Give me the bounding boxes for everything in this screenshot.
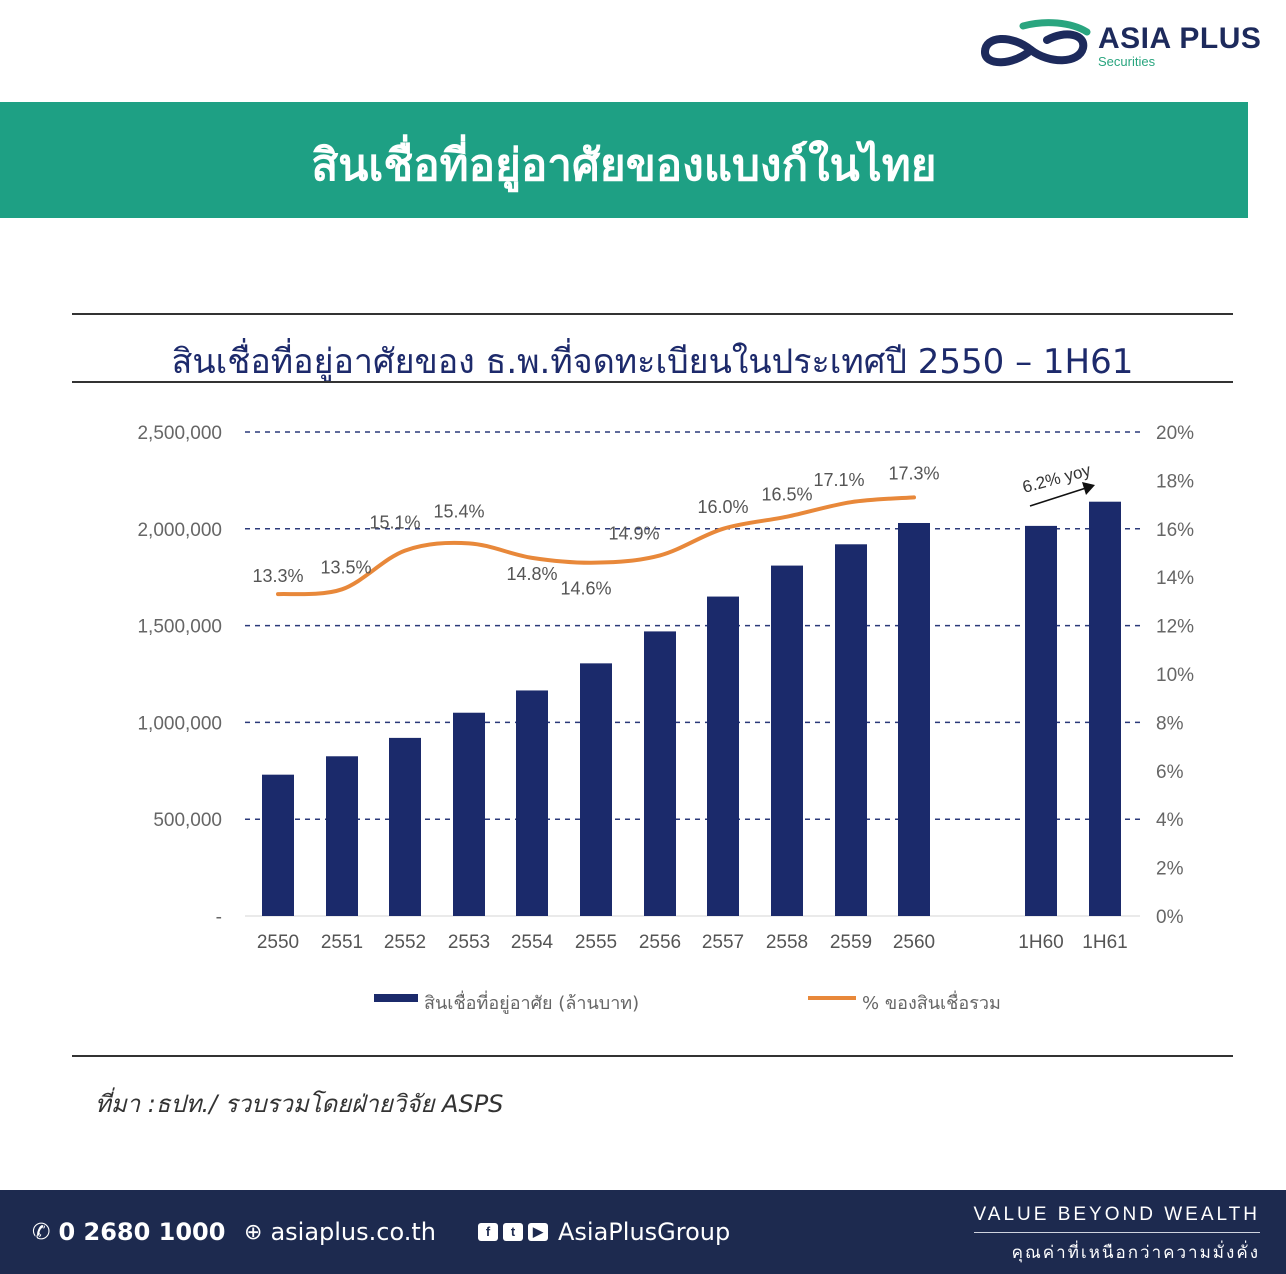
brand-sub: Securities <box>1098 54 1156 69</box>
line-data-label: 14.6% <box>560 579 611 599</box>
x-tick-label: 2553 <box>448 932 490 953</box>
y-right-tick-label: 2% <box>1156 859 1184 880</box>
y-right-tick-label: 12% <box>1156 617 1194 638</box>
y-right-tick-label: 0% <box>1156 907 1184 928</box>
x-tick-label: 2558 <box>766 932 808 953</box>
bar-2557 <box>707 596 739 916</box>
bar-2556 <box>644 631 676 916</box>
title-banner: สินเชื่อที่อยู่อาศัยของแบงก์ในไทย <box>0 102 1248 218</box>
title-rule <box>72 381 1233 383</box>
line-data-label: 17.3% <box>888 463 939 483</box>
y-right-tick-label: 8% <box>1156 713 1184 734</box>
x-tick-label: 2551 <box>321 932 363 953</box>
line-data-label: 17.1% <box>813 470 864 490</box>
x-tick-label: 2560 <box>893 932 935 953</box>
yoy-annotation: 6.2% yoy <box>1020 460 1093 497</box>
x-tick-label: 2559 <box>830 932 872 953</box>
phone-number: 0 2680 1000 <box>58 1218 226 1246</box>
bar-2552 <box>389 737 421 916</box>
chart-title: สินเชื่อที่อยู่อาศัยของ ธ.พ.ที่จดทะเบียน… <box>171 342 1134 382</box>
x-tick-label: 2552 <box>384 932 426 953</box>
y-left-tick-label: 1,500,000 <box>137 617 222 638</box>
infinity-logo-icon <box>981 19 1091 67</box>
tagline: VALUE BEYOND WEALTH คุณค่าที่เหนือกว่าคว… <box>973 1204 1260 1266</box>
footer: ✆ 0 2680 1000 ⊕ asiaplus.co.th f t ▶ Asi… <box>0 1190 1286 1274</box>
bar-2550 <box>262 774 294 916</box>
bar-1H61 <box>1089 501 1121 916</box>
tagline-en: VALUE BEYOND WEALTH <box>973 1204 1260 1225</box>
line-data-label: 14.8% <box>506 564 557 584</box>
y-right-tick-label: 6% <box>1156 762 1184 783</box>
bar-2558 <box>771 565 803 916</box>
footer-phone[interactable]: ✆ 0 2680 1000 <box>32 1218 225 1246</box>
line-data-label: 15.1% <box>369 513 420 533</box>
youtube-icon[interactable]: ▶ <box>528 1223 548 1241</box>
bar-2560 <box>898 522 930 916</box>
banner-title: สินเชื่อที่อยู่อาศัยของแบงก์ในไทย <box>311 140 937 191</box>
top-rule <box>72 313 1233 315</box>
bar-2554 <box>516 690 548 916</box>
bar-2551 <box>326 756 358 916</box>
x-tick-label: 2555 <box>575 932 617 953</box>
legend-swatch-bar <box>374 994 418 1002</box>
bar-2559 <box>835 544 867 916</box>
y-right-tick-label: 18% <box>1156 471 1194 492</box>
series-line-pct <box>276 495 916 597</box>
line-data-label: 16.0% <box>697 497 748 517</box>
y-right-tick-label: 16% <box>1156 520 1194 541</box>
facebook-icon[interactable]: f <box>478 1223 498 1241</box>
globe-icon: ⊕ <box>244 1219 263 1245</box>
bar-1H60 <box>1025 525 1057 916</box>
legend-label-bar: สินเชื่อที่อยู่อาศัย (ล้านบาท) <box>424 990 639 1014</box>
footer-social[interactable]: f t ▶ AsiaPlusGroup <box>478 1218 730 1246</box>
y-left-tick-label: - <box>216 907 222 928</box>
line-data-label: 14.9% <box>608 523 659 543</box>
x-tick-label: 1H61 <box>1082 932 1127 953</box>
x-tick-label: 2550 <box>257 932 299 953</box>
bar-2553 <box>453 712 485 916</box>
phone-icon: ✆ <box>32 1219 51 1245</box>
line-data-label: 13.5% <box>320 557 371 577</box>
brand-logo: ASIA PLUS Securities <box>975 18 1265 78</box>
y-left-tick-label: 500,000 <box>153 810 222 831</box>
bar-2555 <box>580 663 612 916</box>
y-left-tick-label: 2,000,000 <box>137 520 222 541</box>
tagline-divider <box>973 1232 1260 1233</box>
social-handle: AsiaPlusGroup <box>558 1218 731 1246</box>
footer-website[interactable]: ⊕ asiaplus.co.th <box>244 1218 436 1246</box>
y-right-tick-label: 4% <box>1156 810 1184 831</box>
y-left-tick-label: 2,500,000 <box>137 423 222 444</box>
yoy-arrow-line <box>1029 487 1087 507</box>
website-link: asiaplus.co.th <box>270 1218 436 1246</box>
x-tick-label: 1H60 <box>1018 932 1063 953</box>
tagline-th: คุณค่าที่เหนือกว่าความมั่งคั่ง <box>1011 1243 1260 1263</box>
line-data-label: 15.4% <box>433 501 484 521</box>
source-note: ที่มา :ธปท./ รวบรวมโดยฝ่ายวิจัย ASPS <box>95 1090 504 1118</box>
yoy-arrowhead-icon <box>1082 482 1095 495</box>
x-tick-label: 2554 <box>511 932 554 953</box>
line-data-label: 13.3% <box>252 566 303 586</box>
bottom-rule <box>72 1055 1233 1057</box>
line-data-label: 16.5% <box>761 485 812 505</box>
y-right-tick-label: 10% <box>1156 665 1194 686</box>
legend-label-line: % ของสินเชื่อรวม <box>862 990 1001 1014</box>
y-right-tick-label: 14% <box>1156 568 1194 589</box>
y-left-tick-label: 1,000,000 <box>137 713 222 734</box>
twitter-icon[interactable]: t <box>503 1223 523 1241</box>
y-right-tick-label: 20% <box>1156 423 1194 444</box>
x-tick-label: 2557 <box>702 932 744 953</box>
x-tick-label: 2556 <box>639 932 681 953</box>
chart-area: - 500,000 1,000,000 1,500,000 2,000,000 2,500… <box>137 423 1194 1014</box>
brand-name: ASIA PLUS <box>1098 22 1262 55</box>
